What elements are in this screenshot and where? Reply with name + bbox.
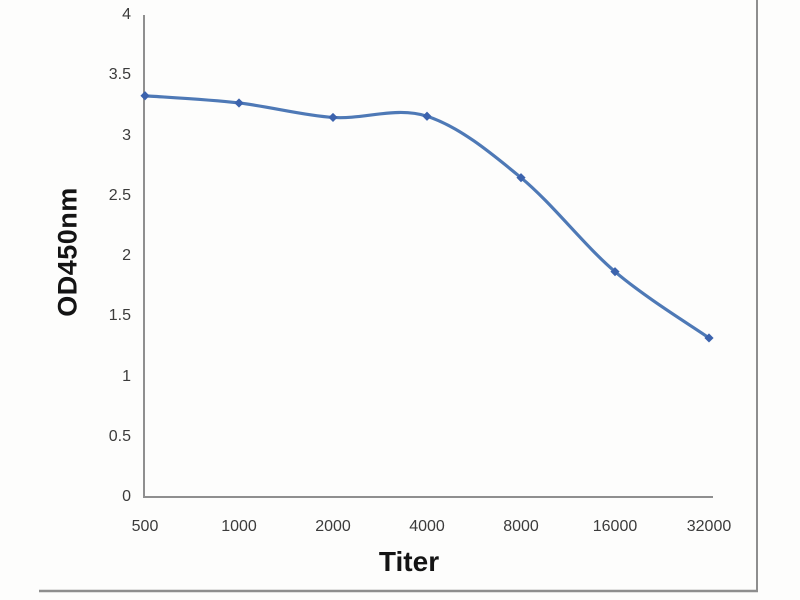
y-tick-label: 2: [122, 247, 131, 264]
x-tick-label: 32000: [686, 518, 732, 535]
x-tick-label: 8000: [503, 518, 539, 535]
y-tick-label: 4: [122, 6, 131, 23]
diamond-marker: [610, 267, 620, 277]
y-axis-title: OD450nm: [52, 187, 83, 317]
y-tick-label: 0: [122, 488, 131, 505]
diamond-marker: [516, 173, 526, 183]
diamond-marker: [422, 111, 432, 121]
y-tick-label: 2.5: [108, 186, 131, 204]
y-tick-label: 3.5: [108, 66, 131, 84]
diamond-marker: [140, 91, 150, 101]
x-tick-label: 4000: [409, 518, 445, 535]
x-tick-label: 1000: [221, 518, 257, 535]
x-tick-label: 500: [131, 518, 159, 535]
diamond-marker: [328, 112, 338, 123]
series-line: [143, 94, 711, 340]
diamond-marker: [704, 333, 714, 343]
x-axis-title: Titer: [378, 546, 440, 577]
y-tick-label: 1.5: [108, 307, 131, 325]
y-tick-label: 1: [122, 367, 131, 385]
y-tick-label: 0.5: [108, 427, 131, 445]
x-tick-label: 2000: [315, 518, 351, 535]
y-tick-label: 3: [122, 126, 131, 144]
x-tick-label: 16000: [592, 518, 638, 535]
diamond-marker: [234, 98, 244, 108]
